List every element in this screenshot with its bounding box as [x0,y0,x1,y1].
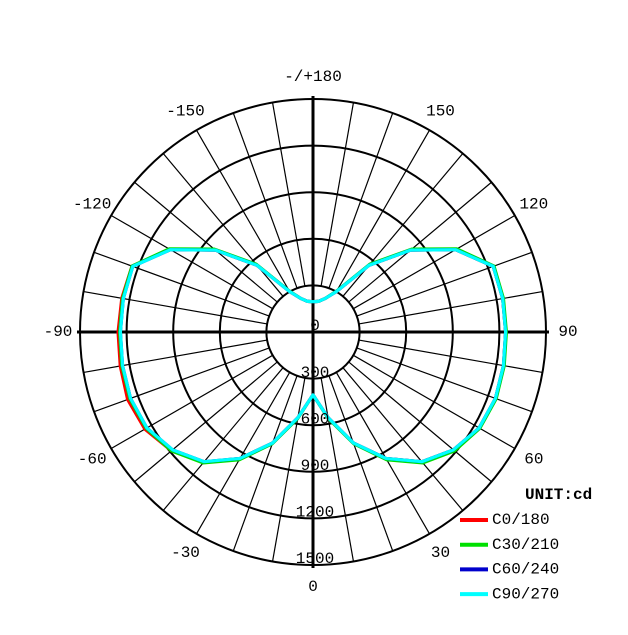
spoke [232,112,298,289]
spoke [320,377,355,562]
radial-tick-label: 600 [301,410,330,428]
spoke [232,375,298,552]
angle-tick-label: 150 [426,102,455,120]
spoke [353,354,516,450]
curve [118,248,508,464]
spoke [348,181,492,303]
spoke [134,181,278,303]
radial-tick-label: 1200 [296,504,334,522]
spoke [348,361,492,483]
unit-label: UNIT:cd [525,486,592,504]
spoke [342,153,464,297]
spoke [162,153,284,297]
angle-tick-label: -30 [171,544,200,562]
grid [77,96,549,568]
angle-tick-label: 30 [431,544,450,562]
spoke [335,129,431,292]
spoke [195,372,291,535]
angle-tick-label: -150 [166,102,204,120]
spoke [271,377,306,562]
labels: -150 -120 -90 -60 -30 0 30 60 90 120 150 -/+180 C0/1… [44,68,578,603]
spoke [320,102,355,287]
spoke [335,372,431,535]
spoke [93,251,270,317]
spoke [195,129,291,292]
angle-tick-label: -120 [73,196,111,214]
legend-label: C90/270 [492,585,559,603]
spoke [134,361,278,483]
spoke [93,347,270,413]
spoke [358,290,543,325]
angle-tick-label: 0 [308,578,318,596]
spoke [353,214,516,310]
spoke [328,112,394,289]
spoke [162,367,284,511]
angle-tick-label: 90 [558,323,577,341]
angle-tick-label: 120 [519,196,548,214]
radial-tick-label: 900 [301,457,330,475]
spoke [83,290,268,325]
spoke [358,339,543,374]
spoke [110,214,273,310]
angle-tick-label: -60 [78,451,107,469]
legend-label: C0/180 [492,511,550,529]
angle-tick-label: -90 [44,323,73,341]
spoke [328,375,394,552]
angle-tick-label: -/+180 [284,68,342,86]
spoke [356,251,533,317]
radial-tick-label: 300 [301,364,330,382]
spoke [342,367,464,511]
legend-label: C30/210 [492,536,559,554]
radial-tick-label: 1500 [296,550,334,568]
curves [116,247,508,465]
radial-tick-label: 0 [310,317,320,335]
spoke [271,102,306,287]
spoke [110,354,273,450]
spoke [83,339,268,374]
legend-label: C60/240 [492,561,559,579]
spoke [356,347,533,413]
angle-tick-label: 60 [524,451,543,469]
